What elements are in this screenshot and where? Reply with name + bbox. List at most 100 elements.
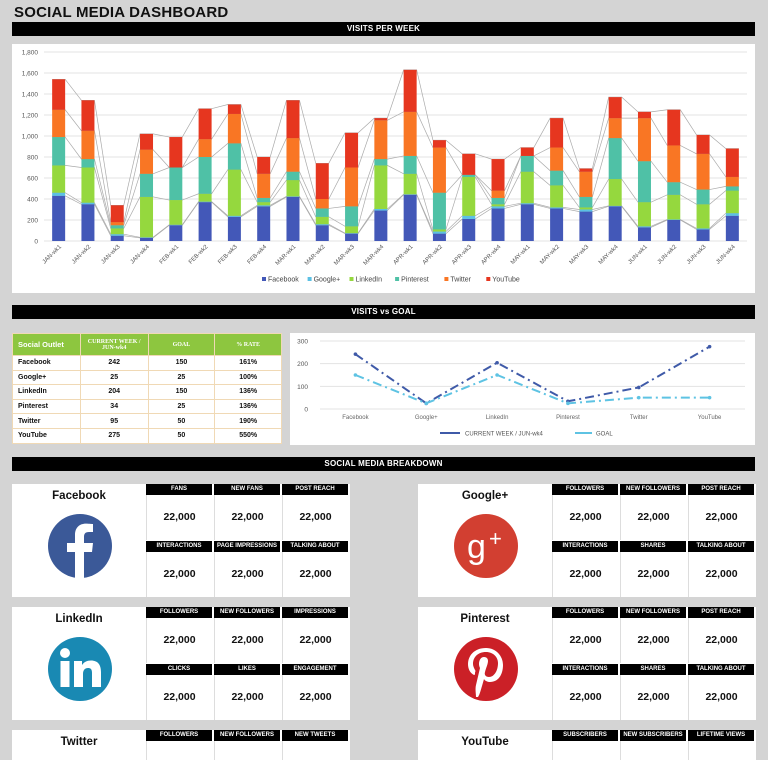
bar-segment-twitter[interactable] xyxy=(374,120,388,160)
bar-segment-youtube[interactable] xyxy=(667,109,681,146)
bar-segment-youtube[interactable] xyxy=(520,147,534,156)
bar-segment-facebook[interactable] xyxy=(374,210,388,241)
bar-segment-twitter[interactable] xyxy=(110,222,124,226)
bar-segment-youtube[interactable] xyxy=(227,104,241,114)
bar-segment-pinterest[interactable] xyxy=(374,159,388,166)
bar-segment-pinterest[interactable] xyxy=(696,189,710,205)
bar-segment-google-plus[interactable] xyxy=(52,192,66,196)
data-point[interactable] xyxy=(424,401,429,406)
bar-segment-linkedin[interactable] xyxy=(315,216,329,225)
bar-segment-linkedin[interactable] xyxy=(462,176,476,216)
bar-segment-twitter[interactable] xyxy=(198,139,212,157)
bar-segment-youtube[interactable] xyxy=(81,100,95,131)
bar-segment-google-plus[interactable] xyxy=(110,234,124,236)
bar-segment-facebook[interactable] xyxy=(169,225,183,241)
bar-segment-linkedin[interactable] xyxy=(140,196,154,238)
bar-segment-facebook[interactable] xyxy=(345,233,359,241)
data-point[interactable] xyxy=(495,373,499,377)
bar-segment-youtube[interactable] xyxy=(550,118,564,148)
bar-segment-facebook[interactable] xyxy=(725,215,739,241)
bar-segment-google-plus[interactable] xyxy=(432,231,446,234)
bar-segment-linkedin[interactable] xyxy=(579,207,593,210)
bar-segment-google-plus[interactable] xyxy=(227,215,241,217)
bar-segment-twitter[interactable] xyxy=(140,149,154,174)
bar-segment-facebook[interactable] xyxy=(52,195,66,241)
bar-segment-linkedin[interactable] xyxy=(110,228,124,235)
bar-segment-linkedin[interactable] xyxy=(81,167,95,203)
bar-segment-facebook[interactable] xyxy=(403,194,417,241)
bar-segment-pinterest[interactable] xyxy=(110,225,124,229)
data-point[interactable] xyxy=(495,360,499,365)
bar-segment-google-plus[interactable] xyxy=(140,237,154,238)
bar-segment-facebook[interactable] xyxy=(227,216,241,241)
data-point[interactable] xyxy=(707,344,712,349)
bar-segment-facebook[interactable] xyxy=(667,220,681,241)
bar-segment-google-plus[interactable] xyxy=(608,205,622,207)
bar-segment-twitter[interactable] xyxy=(608,118,622,139)
bar-segment-linkedin[interactable] xyxy=(696,204,710,229)
bar-segment-linkedin[interactable] xyxy=(725,190,739,214)
bar-segment-youtube[interactable] xyxy=(374,118,388,121)
bar-segment-linkedin[interactable] xyxy=(374,165,388,209)
bar-segment-youtube[interactable] xyxy=(198,108,212,140)
bar-segment-facebook[interactable] xyxy=(140,237,154,241)
bar-segment-google-plus[interactable] xyxy=(286,196,300,197)
bar-segment-google-plus[interactable] xyxy=(315,224,329,226)
bar-segment-google-plus[interactable] xyxy=(257,205,271,207)
bar-segment-twitter[interactable] xyxy=(725,176,739,187)
data-point[interactable] xyxy=(636,385,641,390)
bar-segment-youtube[interactable] xyxy=(579,168,593,172)
bar-segment-twitter[interactable] xyxy=(286,138,300,172)
bar-segment-youtube[interactable] xyxy=(286,100,300,139)
bar-segment-twitter[interactable] xyxy=(315,199,329,209)
bar-segment-youtube[interactable] xyxy=(345,132,359,168)
bar-segment-google-plus[interactable] xyxy=(667,219,681,220)
bar-segment-linkedin[interactable] xyxy=(520,171,534,204)
bar-segment-facebook[interactable] xyxy=(432,233,446,241)
bar-segment-twitter[interactable] xyxy=(52,109,66,138)
bar-segment-pinterest[interactable] xyxy=(637,161,651,203)
bar-segment-linkedin[interactable] xyxy=(345,226,359,234)
bar-segment-pinterest[interactable] xyxy=(403,155,417,174)
bar-segment-linkedin[interactable] xyxy=(403,173,417,195)
bar-segment-linkedin[interactable] xyxy=(198,193,212,202)
bar-segment-pinterest[interactable] xyxy=(315,208,329,217)
bar-segment-youtube[interactable] xyxy=(315,163,329,199)
bar-segment-linkedin[interactable] xyxy=(52,165,66,193)
bar-segment-pinterest[interactable] xyxy=(550,170,564,186)
bar-segment-twitter[interactable] xyxy=(227,113,241,144)
bar-segment-pinterest[interactable] xyxy=(52,137,66,166)
bar-segment-twitter[interactable] xyxy=(579,171,593,197)
bar-segment-facebook[interactable] xyxy=(462,218,476,241)
bar-segment-facebook[interactable] xyxy=(315,225,329,241)
bar-segment-facebook[interactable] xyxy=(81,204,95,241)
data-point[interactable] xyxy=(566,401,570,406)
bar-segment-google-plus[interactable] xyxy=(520,203,534,205)
bar-segment-youtube[interactable] xyxy=(432,140,446,148)
bar-segment-google-plus[interactable] xyxy=(169,224,183,226)
bar-segment-youtube[interactable] xyxy=(696,134,710,154)
bar-segment-google-plus[interactable] xyxy=(637,226,651,228)
bar-segment-twitter[interactable] xyxy=(637,118,651,162)
bar-segment-twitter[interactable] xyxy=(257,173,271,198)
bar-segment-facebook[interactable] xyxy=(637,227,651,241)
bar-segment-linkedin[interactable] xyxy=(432,229,446,232)
bar-segment-facebook[interactable] xyxy=(110,235,124,241)
bar-segment-pinterest[interactable] xyxy=(227,143,241,170)
bar-segment-pinterest[interactable] xyxy=(579,196,593,208)
bar-segment-google-plus[interactable] xyxy=(462,215,476,219)
bar-segment-youtube[interactable] xyxy=(491,159,505,191)
bar-segment-youtube[interactable] xyxy=(725,148,739,177)
bar-segment-google-plus[interactable] xyxy=(403,194,417,195)
bar-segment-facebook[interactable] xyxy=(520,204,534,241)
bar-segment-pinterest[interactable] xyxy=(257,197,271,203)
bar-segment-pinterest[interactable] xyxy=(345,206,359,227)
bar-segment-twitter[interactable] xyxy=(667,145,681,183)
bar-segment-twitter[interactable] xyxy=(403,111,417,156)
bar-segment-google-plus[interactable] xyxy=(374,208,388,211)
bar-segment-pinterest[interactable] xyxy=(462,174,476,177)
bar-segment-youtube[interactable] xyxy=(637,111,651,119)
bar-segment-google-plus[interactable] xyxy=(81,202,95,205)
bar-segment-youtube[interactable] xyxy=(110,205,124,223)
bar-segment-pinterest[interactable] xyxy=(169,167,183,201)
